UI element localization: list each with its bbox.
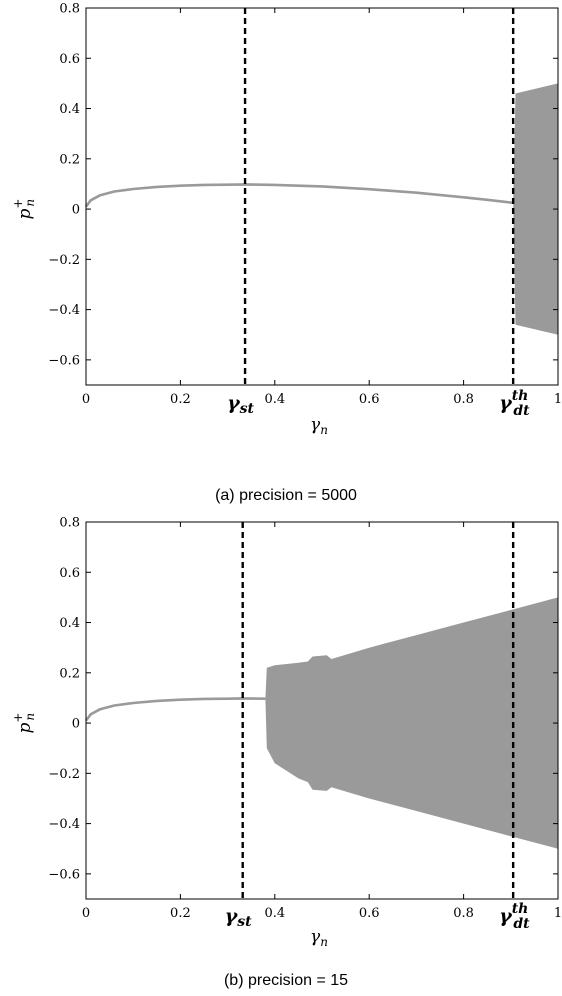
x-tick-label: 0.8 <box>453 906 474 921</box>
y-tick-label: −0.4 <box>48 303 80 318</box>
x-tick-label: 0.2 <box>170 392 191 407</box>
threshold-label: γth dt <box>499 388 530 419</box>
oscillation-band <box>513 83 558 335</box>
x-tick-label: 0.6 <box>359 906 380 921</box>
threshold-label: γst <box>225 905 252 930</box>
x-tick-label: 1 <box>554 906 562 921</box>
threshold-label: γst <box>227 392 254 417</box>
y-tick-label: 0 <box>72 203 80 218</box>
y-axis-label: p+n <box>11 713 37 734</box>
x-tick-label: 0.8 <box>453 392 474 407</box>
y-tick-label: 0.2 <box>59 152 80 167</box>
y-tick-label: −0.4 <box>48 817 80 832</box>
y-tick-label: 0.6 <box>59 566 80 581</box>
x-tick-label: 0.6 <box>359 392 380 407</box>
y-tick-label: 0.4 <box>59 616 80 631</box>
x-tick-label: 0.4 <box>264 392 285 407</box>
plot-frame <box>85 7 559 386</box>
chart-panel-a: 0.8 0.6 0.4 0.2 0 −0.2 −0.4 −0.6 0 0.2 0.4 0.6 0.8 1 γ… <box>11 2 562 505</box>
x-tick-label: 0.4 <box>264 906 285 921</box>
x-axis-label: γn <box>310 415 328 437</box>
chart-caption: (b) precision = 15 <box>224 972 348 989</box>
y-tick-label: 0.8 <box>59 2 80 17</box>
y-tick-label: 0.4 <box>59 102 80 117</box>
y-tick-label: 0.6 <box>59 52 80 67</box>
y-tick-label: −0.6 <box>48 867 80 882</box>
series-line <box>84 183 514 208</box>
y-tick-label: 0 <box>72 717 80 732</box>
threshold-label: γth dt <box>499 901 530 932</box>
y-axis-label: p+n <box>11 199 37 220</box>
y-tick-label: 0.2 <box>59 666 80 681</box>
y-tick-label: −0.2 <box>48 253 80 268</box>
oscillation-band <box>265 597 558 849</box>
y-tick-label: −0.2 <box>48 767 80 782</box>
x-axis-label: γn <box>310 927 328 949</box>
chart-caption: (a) precision = 5000 <box>215 487 357 504</box>
x-tick-label: 0.2 <box>170 906 191 921</box>
plot-frame <box>85 521 559 900</box>
chart-panel-b: 0.8 0.6 0.4 0.2 0 −0.2 −0.4 −0.6 0 0.2 0.4 0.6 0.8 1 γ… <box>11 516 562 990</box>
x-tick-label: 0 <box>82 392 90 407</box>
y-tick-label: −0.6 <box>48 353 80 368</box>
x-tick-label: 0 <box>82 906 90 921</box>
x-tick-label: 1 <box>554 392 562 407</box>
series-line <box>84 697 266 722</box>
y-tick-label: 0.8 <box>59 516 80 531</box>
